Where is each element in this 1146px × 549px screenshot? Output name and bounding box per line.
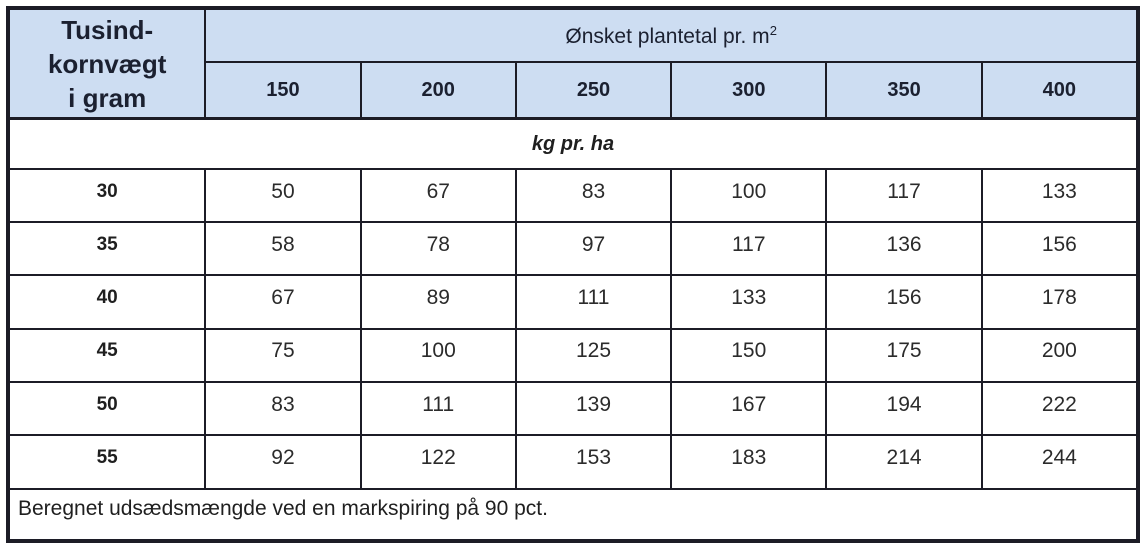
data-row-tkv-30: 30 50 67 83 100 117 133 — [6, 167, 1140, 224]
row-label-45: 45 — [6, 327, 207, 384]
cell-tkv55-col150: 92 — [204, 434, 362, 490]
unit-row: kg pr. ha — [7, 117, 1139, 170]
data-row-tkv-40: 40 67 89 111 133 156 178 — [6, 274, 1140, 330]
cell-tkv45-col150: 75 — [204, 327, 362, 384]
cell-tkv40-col300: 133 — [670, 274, 828, 330]
cell-tkv55-col400: 244 — [980, 434, 1140, 490]
cell-tkv45-col300: 150 — [670, 327, 828, 384]
cell-tkv40-col350: 156 — [825, 274, 983, 330]
corner-header-tusindkornvaegt: Tusind- kornvægt i gram — [6, 7, 207, 121]
cell-tkv45-col350: 175 — [825, 327, 983, 384]
cell-tkv50-col300: 167 — [670, 381, 828, 437]
unit-label: kg pr. ha — [7, 117, 1139, 170]
row-label-35: 35 — [6, 221, 207, 277]
column-header-250: 250 — [514, 61, 673, 121]
table-footnote: Beregnet udsædsmængde ved en markspiring… — [7, 487, 1139, 543]
cell-tkv30-col350: 117 — [825, 167, 983, 224]
row-label-40: 40 — [6, 274, 207, 330]
corner-header-line1: Tusind- — [61, 14, 154, 45]
row-label-55: 55 — [6, 434, 207, 490]
cell-tkv35-col250: 97 — [514, 221, 673, 277]
corner-header-line2: kornvægt — [47, 48, 167, 79]
group-header-plantetal: Ønsket plantetal pr. m2 — [204, 6, 1139, 64]
group-header-superscript: 2 — [769, 22, 777, 38]
cell-tkv50-col400: 222 — [980, 381, 1140, 437]
cell-tkv40-col200: 89 — [359, 274, 517, 330]
row-label-30: 30 — [6, 167, 207, 224]
cell-tkv35-col200: 78 — [359, 221, 517, 277]
cell-tkv30-col200: 67 — [359, 167, 517, 224]
cell-tkv55-col350: 214 — [825, 434, 983, 490]
data-row-tkv-55: 55 92 122 153 183 214 244 — [6, 434, 1140, 490]
cell-tkv50-col150: 83 — [204, 381, 362, 437]
group-header-row: Tusind- kornvægt i gram Ønsket plantetal… — [6, 6, 1139, 121]
data-row-tkv-45: 45 75 100 125 150 175 200 — [6, 327, 1140, 384]
cell-tkv45-col200: 100 — [359, 327, 517, 384]
seeding-rate-table: Tusind- kornvægt i gram Ønsket plantetal… — [6, 6, 1140, 543]
cell-tkv45-col400: 200 — [980, 327, 1140, 384]
column-header-row: 150 200 250 300 350 400 — [8, 61, 1140, 121]
column-header-150: 150 — [204, 61, 362, 121]
column-header-300: 300 — [670, 61, 828, 121]
cell-tkv40-col400: 178 — [980, 274, 1140, 330]
cell-tkv55-col250: 153 — [514, 434, 673, 490]
footnote-row: Beregnet udsædsmængde ved en markspiring… — [7, 487, 1139, 543]
column-header-350: 350 — [825, 61, 983, 121]
cell-tkv30-col300: 100 — [670, 167, 828, 224]
cell-tkv45-col250: 125 — [514, 327, 673, 384]
group-header-text: Ønsket plantetal pr. m — [565, 24, 770, 48]
cell-tkv30-col400: 133 — [980, 167, 1140, 224]
cell-tkv35-col350: 136 — [825, 221, 983, 277]
cell-tkv55-col200: 122 — [359, 434, 517, 490]
cell-tkv30-col150: 50 — [204, 167, 362, 224]
cell-tkv35-col300: 117 — [670, 221, 828, 277]
data-row-tkv-35: 35 58 78 97 117 136 156 — [6, 221, 1140, 277]
cell-tkv50-col250: 139 — [514, 381, 673, 437]
cell-tkv40-col250: 111 — [514, 274, 673, 330]
column-header-400: 400 — [980, 61, 1140, 121]
column-header-200: 200 — [359, 61, 517, 121]
cell-tkv40-col150: 67 — [204, 274, 362, 330]
cell-tkv50-col200: 111 — [359, 381, 517, 437]
cell-tkv30-col250: 83 — [514, 167, 673, 224]
cell-tkv50-col350: 194 — [825, 381, 983, 437]
data-row-tkv-50: 50 83 111 139 167 194 222 — [6, 381, 1140, 437]
cell-tkv35-col400: 156 — [980, 221, 1140, 277]
cell-tkv55-col300: 183 — [670, 434, 828, 490]
corner-header-line3: i gram — [68, 82, 147, 113]
cell-tkv35-col150: 58 — [204, 221, 362, 277]
row-label-50: 50 — [6, 381, 207, 437]
